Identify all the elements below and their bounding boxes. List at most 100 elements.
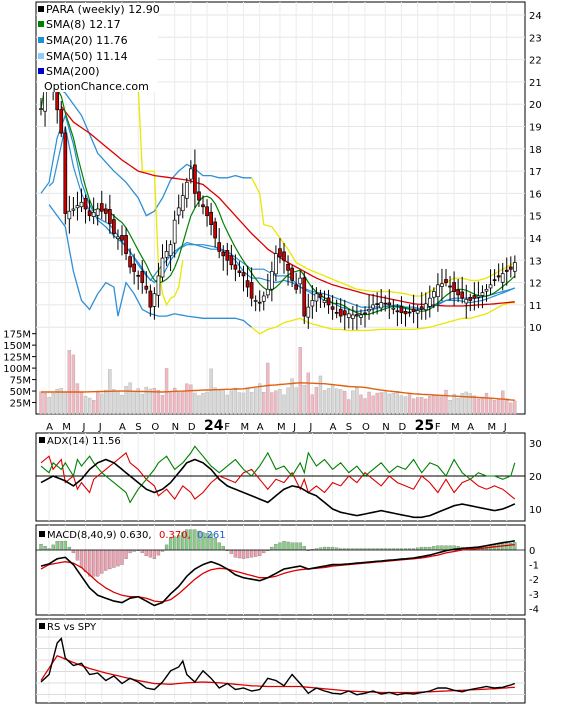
macd-hist-bar-11 [83, 549, 88, 573]
candle-body-32 [168, 244, 173, 257]
macd-hist-bar-114 [501, 543, 505, 551]
candle-body-110 [484, 288, 489, 292]
candle-body-107 [472, 295, 477, 299]
candle-body-60 [282, 251, 286, 261]
macd-hist-bar-20 [120, 549, 124, 565]
candle-body-25 [140, 270, 145, 283]
volume-bar-48 [233, 387, 238, 415]
candle-body-48 [233, 264, 238, 270]
candle-body-47 [229, 255, 234, 266]
macd-hist-bar-65 [302, 546, 306, 551]
macd-hist-bar-6 [63, 541, 67, 551]
volume-bar-110 [484, 392, 489, 415]
macd-hist-label: 0.261 [197, 530, 226, 541]
adx-panel-frame [35, 432, 526, 522]
volume-bar-105 [464, 391, 468, 415]
month-label-12: A [257, 422, 264, 433]
candle-body-80 [363, 312, 367, 315]
volume-bar-104 [460, 393, 464, 415]
candle-body-73 [334, 311, 339, 314]
month-label-23: M [451, 422, 460, 433]
macd-hist-bar-53 [253, 549, 258, 557]
volume-bar-6 [63, 392, 67, 415]
candle-body-43 [213, 221, 217, 239]
candle-body-5 [59, 109, 64, 134]
volume-bar-59 [278, 389, 282, 415]
volume-bars [39, 347, 517, 415]
volume-bar-30 [160, 395, 165, 415]
month-label-18: O [362, 422, 370, 433]
price-tick-11: 11 [529, 301, 542, 312]
volume-bar-88 [395, 391, 400, 415]
candle-body-52 [249, 282, 254, 299]
macd-hist-bar-62 [290, 542, 294, 551]
candle-body-13 [91, 212, 96, 217]
legend-sma20: SMA(20) 11.76 [46, 34, 128, 47]
adx-tick-10: 10 [529, 505, 542, 516]
macd-hist-bar-25 [140, 549, 144, 554]
macd-panel: 0 -1 -2 -3 -4 [36, 529, 539, 615]
volume-bar-11 [83, 396, 88, 415]
volume-bar-0 [39, 391, 43, 415]
volume-bar-47 [229, 390, 234, 415]
month-label-3: J [98, 422, 102, 433]
candle-body-51 [245, 280, 250, 288]
candle-body-82 [371, 304, 375, 309]
volume-bar-57 [270, 392, 274, 415]
volume-bar-82 [371, 395, 375, 415]
lower-band-yellow [251, 302, 515, 335]
month-label-22: F [435, 422, 441, 433]
price-tick-22: 22 [529, 56, 542, 67]
macd-hist-bar-45 [221, 546, 225, 551]
watermark-text: OptionChance.com [44, 80, 149, 93]
candle-body-56 [265, 288, 270, 296]
month-label-9: 24 [204, 418, 224, 434]
candle-body-15 [99, 203, 104, 212]
macd-hist-bar-54 [258, 549, 262, 556]
macd-signal-label: 0.370, [159, 530, 191, 541]
macd-hist-bar-0 [39, 544, 43, 551]
volume-bar-50 [241, 392, 246, 415]
macd-hist-bar-72 [330, 546, 335, 551]
volume-bar-3 [51, 393, 55, 415]
volume-bar-16 [104, 389, 108, 415]
price-tick-23: 23 [529, 33, 542, 44]
adx-title-swatch [39, 437, 45, 443]
volume-bar-93 [415, 397, 420, 415]
candle-body-83 [375, 303, 379, 305]
rs-title: RS vs SPY [47, 622, 97, 633]
volume-bar-23 [132, 391, 136, 415]
month-label-4: A [119, 422, 126, 433]
macd-hist-bar-100 [444, 545, 448, 551]
candle-body-92 [411, 308, 416, 312]
candle-body-70 [322, 300, 327, 303]
candle-body-37 [189, 168, 193, 180]
price-tick-17: 17 [529, 167, 542, 178]
macd-hist-bar-60 [282, 541, 286, 551]
month-label-15: J [308, 422, 312, 433]
adx-title: ADX(14) 11.56 [47, 436, 121, 447]
candle-body-71 [326, 297, 331, 306]
macd-hist-bar-19 [116, 549, 120, 567]
candle-body-53 [253, 300, 258, 302]
macd-hist-bar-51 [245, 549, 250, 559]
volume-bar-1 [43, 392, 47, 415]
month-label-20: D [398, 422, 406, 433]
candle-body-102 [452, 282, 456, 292]
rs-title-swatch [39, 623, 45, 629]
volume-bar-95 [424, 398, 428, 415]
macd-hist-bar-17 [108, 549, 112, 570]
volume-bar-101 [448, 400, 452, 415]
volume-bar-9 [75, 383, 80, 415]
candle-body-85 [383, 302, 388, 305]
sma8-line [40, 81, 516, 316]
volume-ma-line [41, 382, 515, 401]
macd-hist-bar-99 [440, 545, 444, 551]
candle-body-61 [286, 263, 290, 271]
candle-body-14 [95, 208, 100, 216]
candle-body-112 [492, 279, 497, 282]
macd-tick--2: -2 [529, 575, 539, 586]
volume-bar-79 [359, 394, 363, 415]
macd-hist-bar-8 [71, 549, 76, 554]
